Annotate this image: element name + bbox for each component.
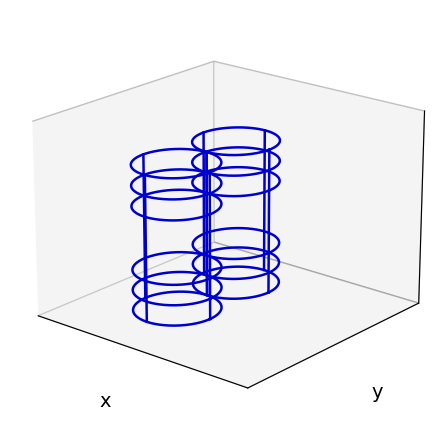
- X-axis label: x: x: [99, 392, 111, 411]
- Y-axis label: y: y: [371, 382, 383, 402]
